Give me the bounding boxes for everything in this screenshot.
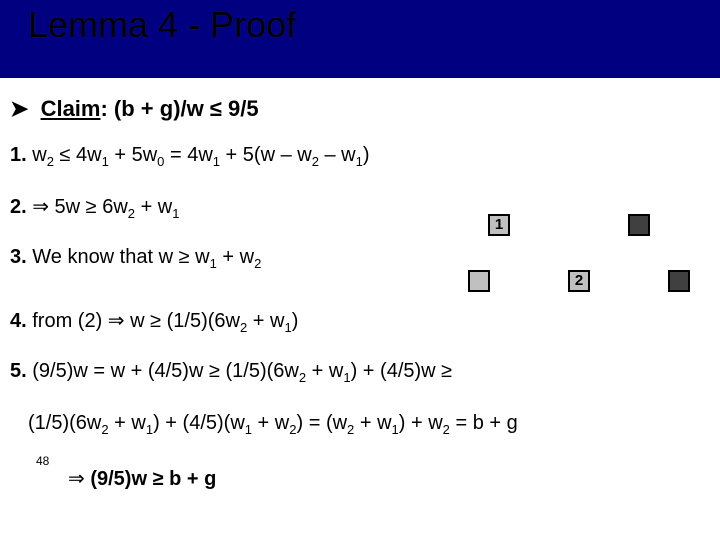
slide-title: Lemma 4 - Proof bbox=[28, 4, 296, 46]
bullet-icon: ➤ bbox=[10, 96, 28, 121]
step-2: 2. ⇒ 5w ≥ 6w2 + w1 bbox=[10, 194, 180, 221]
box-dark-1 bbox=[628, 214, 650, 236]
box-label-2: 2 bbox=[568, 272, 590, 289]
box-label-1: 1 bbox=[488, 216, 510, 233]
step-5-cont: (1/5)(6w2 + w1) + (4/5)(w1 + w2) = (w2 +… bbox=[28, 412, 518, 437]
claim-label: Claim bbox=[41, 96, 101, 121]
page-number: 48 bbox=[36, 454, 49, 468]
claim-line: ➤ Claim: (b + g)/w ≤ 9/5 bbox=[10, 96, 259, 122]
step-3: 3. We know that w ≥ w1 + w2 bbox=[10, 246, 261, 271]
conclusion: ⇒ (9/5)w ≥ b + g bbox=[68, 466, 216, 491]
box-dark-2 bbox=[668, 270, 690, 292]
step-5: 5. (9/5)w = w + (4/5)w ≥ (1/5)(6w2 + w1)… bbox=[10, 360, 452, 385]
title-bar: Lemma 4 - Proof bbox=[0, 0, 720, 78]
box-light-2a bbox=[468, 270, 490, 292]
claim-expression: : (b + g)/w ≤ 9/5 bbox=[100, 96, 258, 121]
step-4: 4. from (2) ⇒ w ≥ (1/5)(6w2 + w1) bbox=[10, 308, 298, 335]
step-1: 1. w2 ≤ 4w1 + 5w0 = 4w1 + 5(w – w2 – w1) bbox=[10, 144, 370, 169]
